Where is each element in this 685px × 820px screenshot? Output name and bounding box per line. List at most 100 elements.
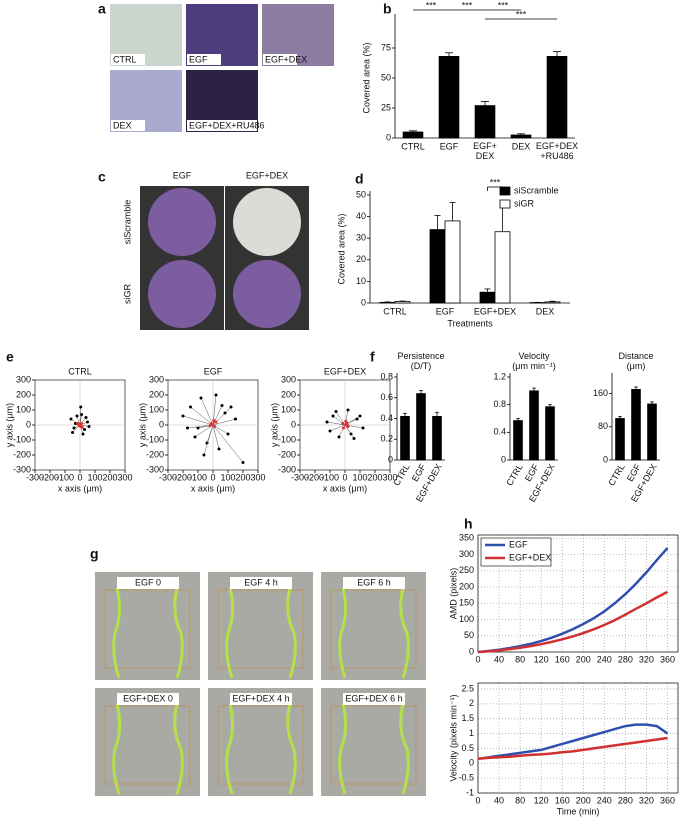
- micrograph-label: CTRL: [113, 54, 137, 64]
- micrograph-label: EGF 0: [135, 577, 161, 587]
- trajectory: [200, 397, 214, 426]
- endpoint: [342, 426, 345, 430]
- y-tick-label: 0: [469, 758, 474, 768]
- y-tick-label: 1: [469, 728, 474, 738]
- y-axis-label: AMD (pixels): [448, 568, 458, 620]
- trajectory: [212, 405, 223, 426]
- y-tick-label: 0.8: [493, 399, 506, 409]
- x-tick-label: -200: [41, 472, 59, 482]
- y-tick-label: 300: [149, 374, 164, 384]
- x-tick-label: -200: [174, 472, 192, 482]
- endpoint: [181, 414, 185, 418]
- micrograph-label: EGF 4 h: [244, 577, 278, 587]
- y-tick-label: 160: [593, 388, 608, 398]
- endpoint: [199, 396, 203, 400]
- chart-title: EGF: [204, 366, 223, 376]
- wound-box: [104, 705, 191, 785]
- endpoint: [217, 447, 221, 451]
- label-box: [230, 577, 292, 589]
- x-tick-label: 120: [534, 795, 549, 805]
- x-tick-label: DEX: [512, 141, 531, 151]
- x-tick-label: 100: [352, 472, 367, 482]
- x-tick-label: 0: [475, 654, 480, 664]
- x-tick-label: 80: [515, 654, 525, 664]
- endpoint: [226, 432, 230, 436]
- micrograph-label: EGF: [189, 54, 208, 64]
- trajectory: [79, 406, 81, 426]
- x-tick-label: CTRL: [383, 306, 407, 316]
- x-tick-label: CTRL: [401, 141, 425, 151]
- chart-title: Persistence (D/T): [397, 351, 444, 371]
- endpoint: [361, 426, 365, 430]
- y-tick-label: 0: [26, 419, 31, 429]
- y-tick-label: 0: [291, 419, 296, 429]
- y-axis-label: Velocity (pixels min⁻¹): [448, 694, 458, 781]
- x-tick-label: -100: [56, 472, 74, 482]
- legend-label: EGF+DEX: [509, 552, 551, 562]
- label-box: [111, 54, 145, 65]
- endpoint: [234, 417, 237, 421]
- row-label: siGR: [122, 284, 132, 305]
- bar: [379, 301, 396, 304]
- y-tick-label: 300: [16, 374, 31, 384]
- x-axis-label: Treatments: [447, 318, 493, 328]
- endpoint: [81, 432, 85, 436]
- column-label: EGF: [173, 170, 192, 180]
- x-tick-label: 280: [618, 795, 633, 805]
- bar: [438, 56, 460, 139]
- wound-box: [330, 589, 417, 669]
- endpoint: [69, 417, 73, 421]
- micrograph-label: EGF 6 h: [357, 577, 391, 587]
- wound-edge: [112, 587, 184, 679]
- y-tick-label: 100: [281, 404, 296, 414]
- wound-edge: [225, 703, 297, 795]
- x-tick-label: 100: [220, 472, 235, 482]
- bar: [432, 416, 442, 461]
- x-axis-label: x axis (μm): [191, 483, 235, 493]
- wound-box: [104, 589, 191, 669]
- series-line: [477, 736, 668, 761]
- endpoint: [214, 420, 218, 424]
- wound-edge: [338, 703, 410, 795]
- x-tick-label: 40: [494, 654, 504, 664]
- bar: [615, 418, 625, 461]
- x-tick-label: -100: [189, 472, 207, 482]
- y-tick-label: 0: [361, 297, 366, 307]
- row-label: siScramble: [122, 200, 132, 245]
- plot-frame: [477, 534, 679, 653]
- x-tick-label: 320: [639, 795, 654, 805]
- bar: [494, 231, 511, 304]
- bar: [416, 393, 426, 461]
- panel-letter: e: [6, 349, 14, 365]
- bar: [647, 403, 657, 461]
- endpoint: [84, 416, 88, 419]
- bar: [444, 220, 461, 304]
- endpoint: [346, 408, 350, 412]
- endpoint: [210, 422, 213, 425]
- y-axis-label: Covered area (%): [336, 213, 346, 284]
- endpoint: [76, 422, 80, 425]
- bar: [529, 390, 539, 461]
- bar: [513, 420, 523, 461]
- endpoint: [189, 405, 192, 409]
- endpoint: [79, 405, 83, 409]
- x-tick-label: 200: [576, 654, 591, 664]
- y-tick-label: 0.4: [493, 427, 506, 437]
- bar: [429, 229, 446, 304]
- well: [233, 260, 301, 328]
- endpoint: [186, 426, 189, 430]
- endpoint: [212, 419, 216, 422]
- label-box: [117, 577, 179, 589]
- y-tick-label: 10: [356, 276, 366, 286]
- x-tick-label: 0: [77, 472, 82, 482]
- chart-title: EGF+DEX: [324, 366, 366, 376]
- y-tick-label: 30: [356, 233, 366, 243]
- endpoint: [331, 414, 335, 418]
- label-box: [263, 54, 297, 65]
- y-tick-label: -0.5: [458, 773, 474, 783]
- bar: [545, 406, 555, 461]
- x-tick-label: EGF+DEX: [474, 306, 516, 316]
- endpoint: [71, 431, 74, 434]
- x-tick-label: 300: [382, 472, 397, 482]
- y-tick-label: 250: [459, 565, 474, 575]
